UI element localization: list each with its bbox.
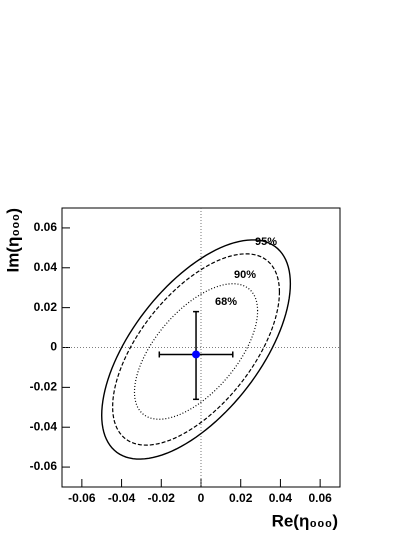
y-tick-label: 0.06 bbox=[34, 220, 58, 234]
y-tick-label: 0 bbox=[50, 340, 57, 354]
contour-label: 90% bbox=[234, 269, 256, 281]
x-tick-label: 0 bbox=[198, 491, 205, 505]
x-tick-label: 0.06 bbox=[308, 491, 332, 505]
x-tick-label: -0.04 bbox=[108, 491, 136, 505]
contour-label: 68% bbox=[215, 296, 237, 308]
contour bbox=[133, 283, 259, 420]
x-tick-label: 0.02 bbox=[229, 491, 253, 505]
x-tick-label: -0.06 bbox=[68, 491, 96, 505]
y-tick-label: 0.04 bbox=[34, 260, 58, 274]
x-tick-label: 0.04 bbox=[269, 491, 293, 505]
y-tick-label: -0.06 bbox=[30, 459, 58, 473]
contour bbox=[101, 239, 292, 460]
y-tick-label: -0.04 bbox=[30, 419, 58, 433]
central-point bbox=[192, 350, 201, 359]
contour-label: 95% bbox=[255, 236, 277, 248]
y-axis-title: Im(η₀₀₀) bbox=[3, 208, 22, 273]
y-tick-label: 0.02 bbox=[34, 300, 58, 314]
x-tick-label: -0.02 bbox=[148, 491, 176, 505]
x-axis-title: Re(η₀₀₀) bbox=[272, 511, 338, 530]
y-tick-label: -0.02 bbox=[30, 380, 58, 394]
